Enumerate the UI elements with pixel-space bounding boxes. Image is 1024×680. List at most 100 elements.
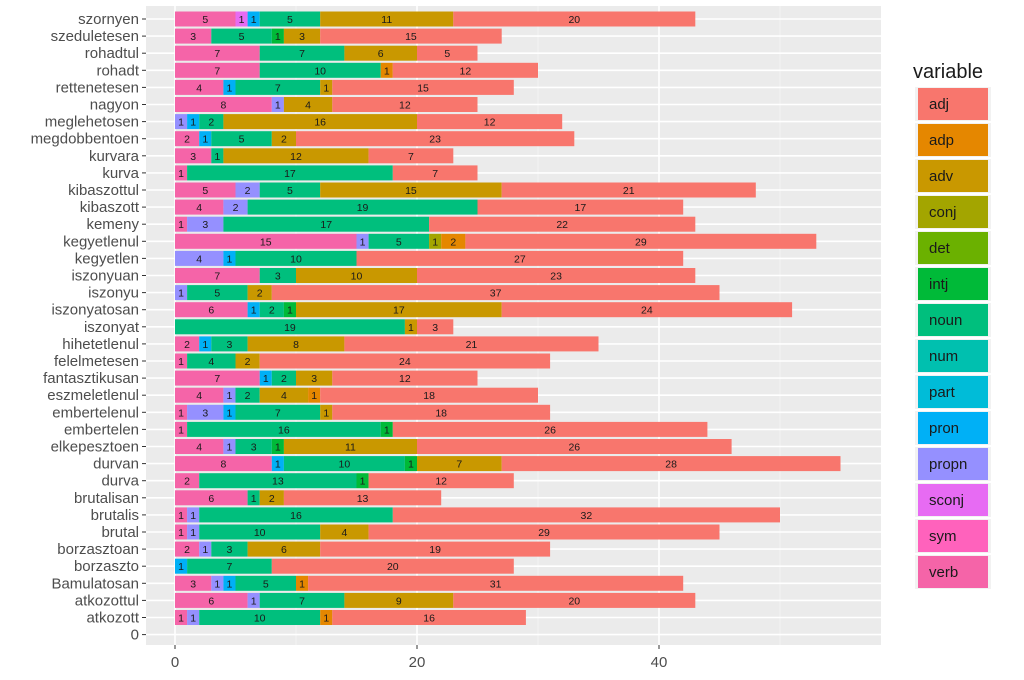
bar-segment-adv: [271, 131, 296, 147]
segment-label: 7: [214, 373, 220, 385]
bar-segment-verb: [175, 131, 200, 147]
segment-label: 5: [444, 48, 450, 60]
bar-segment-adj: [392, 62, 538, 78]
bar-segment-adj: [368, 473, 514, 489]
bar-segment-adj: [271, 285, 720, 301]
bar-segment-adv: [320, 404, 333, 420]
segment-label: 5: [214, 288, 220, 300]
segment-label: 8: [220, 459, 226, 471]
bar-segment-verb: [175, 524, 188, 540]
bar-segment-pron: [199, 336, 212, 352]
bar-segment-adv: [404, 319, 417, 335]
segment-label: 4: [196, 202, 202, 214]
segment-label: 1: [227, 390, 233, 402]
segment-label: 1: [190, 527, 196, 539]
segment-label: 21: [466, 339, 478, 351]
segment-label: 1: [384, 65, 390, 77]
bar-segment-adj: [271, 558, 514, 574]
y-tick-label: szornyen: [78, 11, 139, 28]
bar-segment-intj: [271, 28, 284, 44]
bar-segment-propn: [211, 575, 224, 591]
segment-label: 7: [214, 48, 220, 60]
segment-label: 17: [575, 202, 587, 214]
segment-label: 2: [208, 117, 214, 129]
bar-segment-pron: [247, 302, 260, 318]
bar-segment-verb: [175, 336, 200, 352]
segment-label: 2: [245, 390, 251, 402]
segment-label: 5: [396, 236, 402, 248]
segment-label: 1: [275, 459, 281, 471]
legend-label-sconj: sconj: [929, 492, 964, 509]
segment-label: 15: [260, 236, 272, 248]
bar-segment-verb: [175, 182, 236, 198]
segment-label: 3: [190, 31, 196, 43]
bar-segment-adv: [344, 592, 454, 608]
y-tick-label: kemeny: [86, 216, 139, 233]
bar-segment-noun: [211, 131, 272, 147]
segment-label: 1: [323, 407, 329, 419]
bar-segment-noun: [247, 490, 260, 506]
segment-label: 1: [227, 253, 233, 265]
segment-label: 6: [208, 305, 214, 317]
segment-label: 3: [202, 407, 208, 419]
bar-segment-adj: [417, 114, 563, 130]
segment-label: 19: [429, 544, 441, 556]
segment-label: 1: [227, 578, 233, 590]
segment-label: 3: [299, 31, 305, 43]
segment-label: 6: [281, 544, 287, 556]
segment-label: 3: [275, 271, 281, 283]
segment-label: 1: [178, 613, 184, 625]
bar-segment-adp: [320, 610, 333, 625]
y-tick-label: durva: [101, 473, 139, 490]
bar-segment-propn: [187, 610, 200, 625]
bar-segment-propn: [223, 199, 248, 215]
segment-label: 6: [378, 48, 384, 60]
y-tick-label: meglehetosen: [45, 114, 139, 131]
segment-label: 2: [281, 373, 287, 385]
segment-label: 7: [299, 48, 305, 60]
bar-segment-verb: [175, 302, 248, 318]
bar-segment-adj: [308, 575, 684, 591]
bar-segment-verb: [175, 268, 260, 283]
y-tick-label: iszonyatosan: [51, 302, 139, 319]
legend-swatch-det: [918, 232, 988, 264]
bar-segment-noun: [235, 439, 272, 454]
bar-segment-adv: [344, 45, 417, 61]
segment-label: 23: [550, 271, 562, 283]
bar-segment-adj: [332, 610, 526, 625]
legend-swatch-noun: [918, 304, 988, 336]
legend-label-intj: intj: [929, 276, 948, 293]
bar-segment-noun: [247, 199, 478, 215]
bar-segment-adj: [392, 421, 708, 437]
bar-segment-noun: [187, 165, 393, 181]
segment-label: 27: [514, 253, 526, 265]
bar-segment-noun: [211, 28, 272, 44]
bar-segment-adp: [308, 387, 321, 403]
y-tick-label: kegyetlen: [75, 250, 139, 267]
bar-segment-adv: [259, 490, 284, 506]
segment-label: 5: [239, 134, 245, 146]
segment-label: 1: [263, 373, 269, 385]
segment-label: 1: [202, 339, 208, 351]
bars: [175, 11, 841, 625]
y-tick-label: kurva: [102, 165, 139, 182]
segment-label: 4: [196, 82, 202, 94]
segment-label: 3: [432, 322, 438, 334]
y-tick-label: kibaszottul: [68, 182, 139, 199]
y-tick-label: atkozott: [86, 610, 139, 627]
segment-label: 4: [196, 253, 202, 265]
segment-label: 10: [339, 459, 351, 471]
bar-segment-adv: [296, 302, 502, 318]
segment-label: 7: [456, 459, 462, 471]
segment-label: 12: [399, 373, 411, 385]
bar-segment-adv: [259, 387, 309, 403]
legend-label-verb: verb: [929, 564, 958, 581]
bar-segment-pron: [271, 456, 284, 472]
bar-segment-adj: [283, 490, 442, 506]
y-tick-label: brutalisan: [74, 490, 139, 507]
segment-label: 7: [432, 168, 438, 180]
segment-label: 9: [396, 595, 402, 607]
bar-segment-intj: [404, 456, 417, 472]
bar-segment-noun: [211, 336, 248, 352]
y-tick-label: borzaszto: [74, 558, 139, 575]
